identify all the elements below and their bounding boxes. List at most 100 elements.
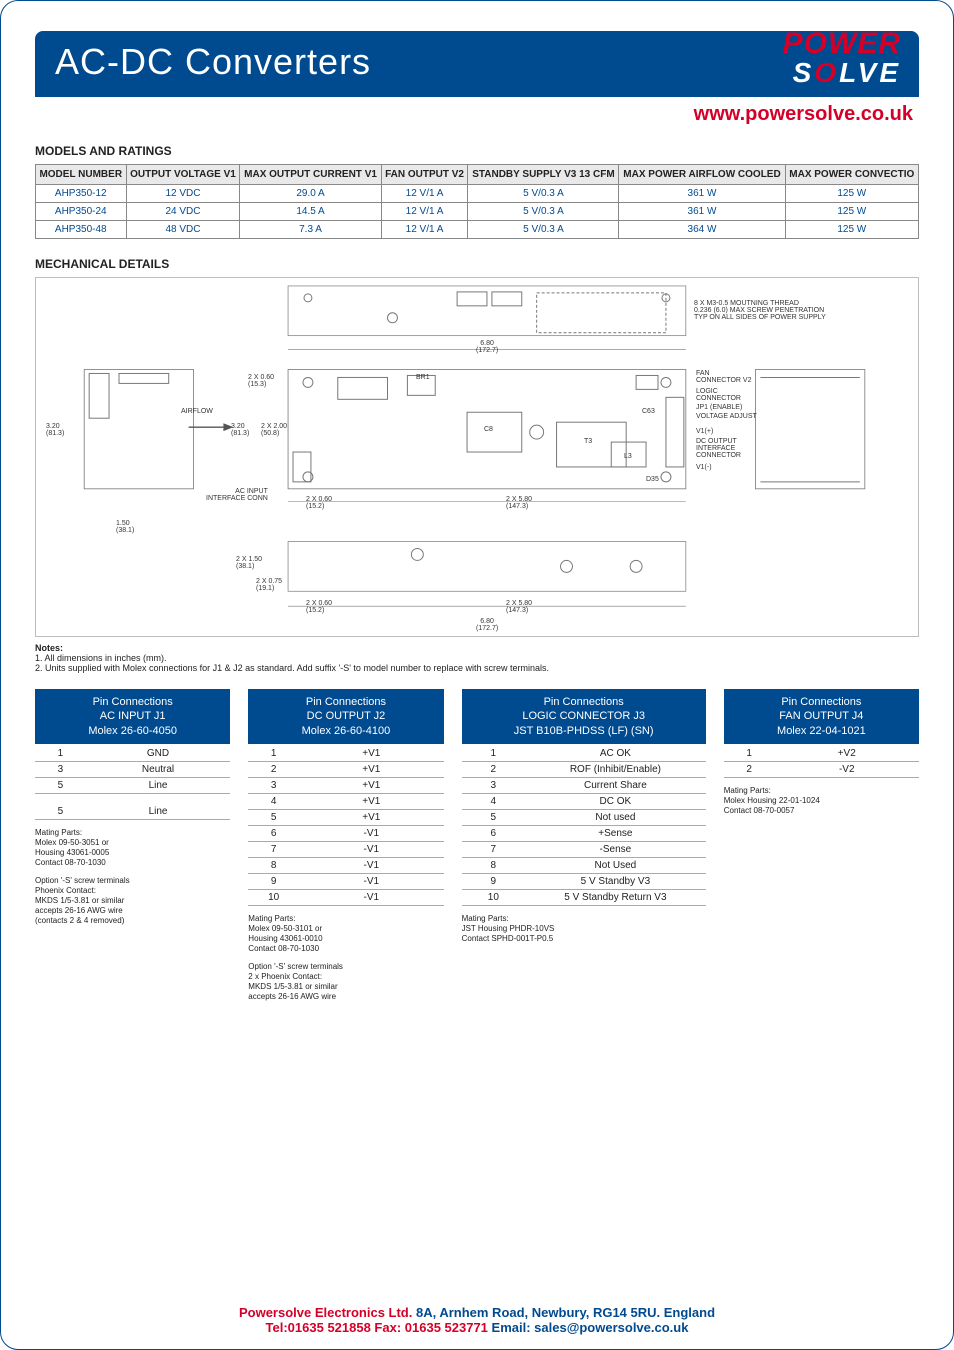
cell: 2 (462, 761, 525, 777)
option: Option '-S' screw terminals 2 x Phoenix … (248, 962, 443, 1002)
br1-label: BR1 (416, 374, 430, 381)
h: Molex 26-60-4100 (302, 725, 391, 737)
t3-label: T3 (584, 438, 592, 445)
mech-svg (36, 278, 918, 636)
cell: +V1 (299, 793, 444, 809)
cell: 12 V/1 A (381, 203, 468, 221)
mechanical-drawing: 6.80 (172.7) 8 X M3-0.5 MOUTNING THREAD … (35, 277, 919, 637)
cell: 5 V Standby V3 (525, 873, 706, 889)
ac-input-label: AC INPUT INTERFACE CONN (206, 488, 268, 502)
dim: (172.7) (476, 347, 498, 354)
cell: 5 (462, 809, 525, 825)
notes-block: Notes: 1. All dimensions in inches (mm).… (35, 643, 919, 673)
airflow-label: AIRFLOW (181, 408, 213, 415)
col: STANDBY SUPPLY V3 13 CFM (468, 165, 619, 185)
dim: 2 X 5.80 (506, 600, 532, 607)
cell: 14.5 A (240, 203, 381, 221)
cell: AC OK (525, 746, 706, 762)
cell: 3 (248, 777, 299, 793)
dim: 2 X 0.75 (256, 578, 282, 585)
h: Pin Connections (93, 696, 173, 708)
cell: 48 VDC (126, 221, 240, 239)
cell: 2 (724, 761, 775, 777)
cell: -V1 (299, 841, 444, 857)
cell: 125 W (785, 221, 918, 239)
ratings-table: MODEL NUMBER OUTPUT VOLTAGE V1 MAX OUTPU… (35, 164, 919, 239)
header-bar: AC-DC Converters POWER SOLVE (35, 31, 919, 97)
cell: 7 (248, 841, 299, 857)
cell: 24 VDC (126, 203, 240, 221)
cell: +Sense (525, 825, 706, 841)
h: AC INPUT J1 (100, 710, 166, 722)
cell: 1 (35, 746, 86, 762)
dcout-label: DC OUTPUT INTERFACE CONNECTOR (696, 438, 741, 459)
dim: (172.7) (476, 625, 498, 632)
cell: 125 W (785, 185, 918, 203)
cell: 10 (462, 889, 525, 905)
brand-url: www.powersolve.co.uk (35, 103, 913, 126)
jp1-label: JP1 (ENABLE) (696, 404, 742, 411)
cell: -V2 (774, 761, 919, 777)
mates: Mating Parts: Molex 09-50-3051 or Housin… (35, 828, 230, 868)
brand-logo: POWER SOLVE (783, 29, 901, 87)
dim: (147.3) (506, 607, 528, 614)
cell: 4 (248, 793, 299, 809)
mates: Mating Parts: Molex 09-50-3101 or Housin… (248, 914, 443, 954)
cell: AHP350-24 (36, 203, 127, 221)
note2: 2. Units supplied with Molex connections… (35, 663, 549, 673)
h: JST B10B-PHDSS (LF) (SN) (514, 725, 654, 737)
dim: 2 X 0.60 (248, 374, 274, 381)
cell: 8 (248, 857, 299, 873)
dim: (50.8) (261, 430, 279, 437)
cell: 5 V/0.3 A (468, 185, 619, 203)
dim: (19.1) (256, 585, 274, 592)
pin-j1: Pin Connections AC INPUT J1 Molex 26-60-… (35, 689, 230, 926)
dim: 2 X 1.50 (236, 556, 262, 563)
cell: 3 (462, 777, 525, 793)
cell: -V1 (299, 857, 444, 873)
cell: 10 (248, 889, 299, 905)
cell: 6 (462, 825, 525, 841)
cell: AHP350-48 (36, 221, 127, 239)
cell: +V2 (774, 746, 919, 762)
cell: 1 (248, 746, 299, 762)
dim: (81.3) (46, 430, 64, 437)
cell: 2 (248, 761, 299, 777)
option: Option '-S' screw terminals Phoenix Cont… (35, 876, 230, 926)
footer-company: Powersolve Electronics Ltd. (239, 1305, 412, 1320)
page-title: AC-DC Converters (55, 41, 899, 83)
cell: -V1 (299, 825, 444, 841)
logic-conn-label: LOGIC CONNECTOR (696, 388, 741, 402)
col: MODEL NUMBER (36, 165, 127, 185)
cell: Not Used (525, 857, 706, 873)
logo-s: S (793, 57, 815, 88)
l3-label: L3 (624, 453, 632, 460)
cell: 5 (35, 777, 86, 793)
pin-j3: Pin Connections LOGIC CONNECTOR J3 JST B… (462, 689, 706, 944)
cell: 5 V/0.3 A (468, 221, 619, 239)
dim: 6.80 (480, 340, 494, 347)
cell: +V1 (299, 761, 444, 777)
dim: (15.3) (248, 381, 266, 388)
pin-tables-row: Pin Connections AC INPUT J1 Molex 26-60-… (35, 689, 919, 1002)
cell: 7 (462, 841, 525, 857)
cell: 5 (248, 809, 299, 825)
dim: (147.3) (506, 503, 528, 510)
col: FAN OUTPUT V2 (381, 165, 468, 185)
cell: 6 (248, 825, 299, 841)
cell: +V1 (299, 809, 444, 825)
v1n-label: V1(-) (696, 464, 712, 471)
cell: 5 V/0.3 A (468, 203, 619, 221)
d35-label: D35 (646, 476, 659, 483)
cell: -V1 (299, 873, 444, 889)
col: OUTPUT VOLTAGE V1 (126, 165, 240, 185)
cell: Line (86, 804, 231, 820)
dim: 3.20 (46, 423, 60, 430)
c63-label: C63 (642, 408, 655, 415)
cell: Line (86, 777, 231, 793)
dim: 2 X 2.00 (261, 423, 287, 430)
page-footer: Powersolve Electronics Ltd. 8A, Arnhem R… (1, 1305, 953, 1335)
cell: +V1 (299, 746, 444, 762)
h: FAN OUTPUT J4 (779, 710, 863, 722)
col: MAX POWER AIRFLOW COOLED (619, 165, 785, 185)
